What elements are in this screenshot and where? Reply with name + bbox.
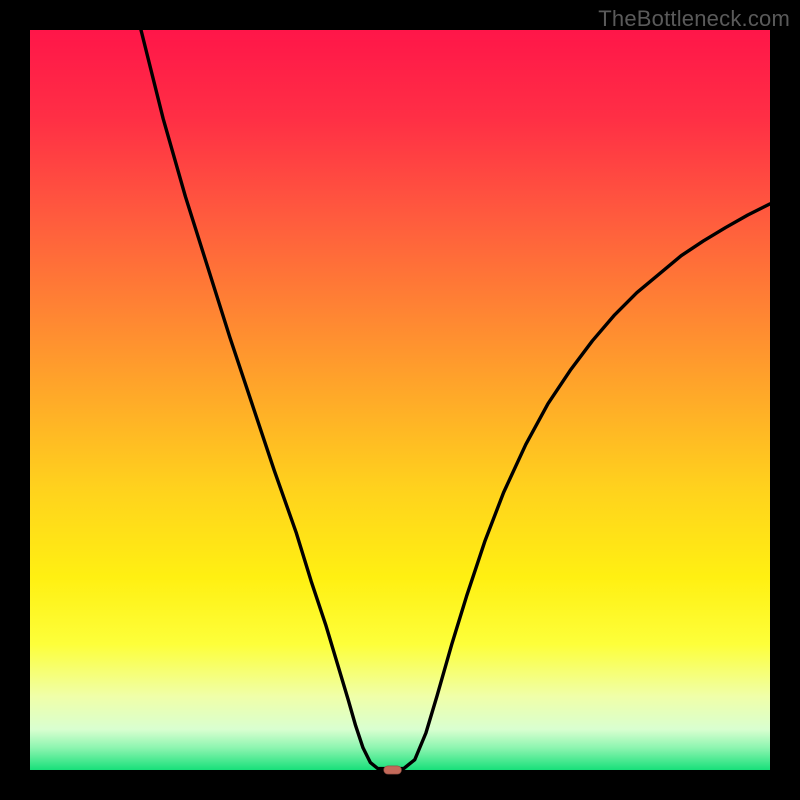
chart-frame: TheBottleneck.com xyxy=(0,0,800,800)
bottleneck-chart xyxy=(0,0,800,800)
plot-background xyxy=(30,30,770,770)
watermark-text: TheBottleneck.com xyxy=(598,6,790,32)
optimal-point-marker xyxy=(384,766,402,774)
